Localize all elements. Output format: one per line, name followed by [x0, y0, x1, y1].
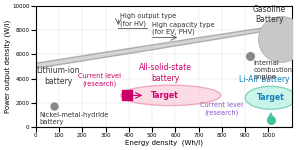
Text: Target: Target: [151, 91, 179, 100]
Point: [279, 38, 283, 40]
Point: [268, 118, 273, 121]
Text: Current level
(research): Current level (research): [78, 74, 121, 87]
Text: All-solid-state
battery: All-solid-state battery: [139, 63, 191, 83]
Text: Target: Target: [257, 93, 285, 102]
Text: High capacity type
(for EV, PHV): High capacity type (for EV, PHV): [152, 22, 214, 35]
Point: [124, 94, 129, 97]
Point: [52, 104, 57, 107]
Ellipse shape: [245, 86, 296, 109]
Text: Lithium-ion
battery: Lithium-ion battery: [36, 66, 80, 86]
Ellipse shape: [0, 18, 300, 103]
X-axis label: Energy density  (Wh/l): Energy density (Wh/l): [125, 139, 203, 146]
Ellipse shape: [121, 85, 221, 106]
Text: High output type
(for HV): High output type (for HV): [120, 14, 176, 27]
Point: [248, 54, 252, 57]
Text: Current level
(research): Current level (research): [200, 102, 243, 116]
Text: Gasoline
Battery: Gasoline Battery: [253, 5, 286, 24]
Text: Li-Air battery: Li-Air battery: [239, 75, 290, 84]
Y-axis label: Power output density (W/l): Power output density (W/l): [4, 20, 11, 113]
Text: Nickel-metal-hydride
battery: Nickel-metal-hydride battery: [39, 112, 109, 125]
Text: Internal
combustion
engine: Internal combustion engine: [253, 60, 292, 80]
